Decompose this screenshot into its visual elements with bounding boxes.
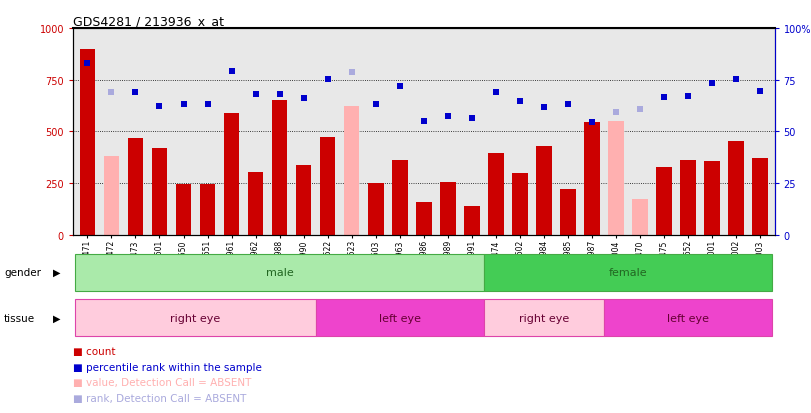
Bar bbox=[440, 183, 456, 235]
Point bbox=[466, 116, 478, 122]
Point bbox=[586, 120, 599, 126]
Bar bbox=[127, 138, 144, 235]
Bar bbox=[224, 114, 239, 235]
Bar bbox=[536, 147, 551, 235]
Point bbox=[753, 89, 766, 95]
Bar bbox=[75, 254, 484, 291]
Bar bbox=[632, 199, 648, 235]
Bar bbox=[584, 123, 599, 235]
Bar bbox=[416, 202, 431, 235]
Bar bbox=[604, 299, 772, 337]
Point bbox=[81, 61, 94, 67]
Bar bbox=[512, 173, 528, 235]
Point bbox=[730, 76, 743, 83]
Bar bbox=[464, 206, 479, 235]
Point bbox=[681, 94, 694, 100]
Point bbox=[105, 90, 118, 96]
Bar bbox=[79, 50, 95, 235]
Bar bbox=[484, 254, 772, 291]
Point bbox=[441, 113, 454, 120]
Bar bbox=[753, 159, 768, 235]
Bar bbox=[272, 101, 287, 235]
Point bbox=[201, 101, 214, 108]
Point bbox=[369, 101, 382, 108]
Bar bbox=[104, 157, 119, 235]
Text: right eye: right eye bbox=[519, 313, 569, 323]
Text: ■ value, Detection Call = ABSENT: ■ value, Detection Call = ABSENT bbox=[73, 377, 251, 387]
Bar bbox=[656, 167, 672, 235]
Point bbox=[225, 69, 238, 76]
Bar bbox=[200, 185, 216, 235]
Point bbox=[706, 80, 719, 87]
Text: right eye: right eye bbox=[170, 313, 221, 323]
Text: tissue: tissue bbox=[4, 313, 35, 323]
Point bbox=[489, 90, 502, 96]
Point bbox=[393, 83, 406, 90]
Text: ▶: ▶ bbox=[53, 268, 60, 278]
Bar bbox=[75, 299, 315, 337]
Text: female: female bbox=[608, 268, 647, 278]
Bar bbox=[608, 122, 624, 235]
Bar bbox=[488, 154, 504, 235]
Bar bbox=[392, 161, 408, 235]
Bar bbox=[344, 106, 359, 235]
Bar bbox=[296, 165, 311, 235]
Point bbox=[633, 106, 646, 113]
Point bbox=[561, 101, 574, 108]
Bar bbox=[315, 299, 484, 337]
Bar bbox=[728, 142, 744, 235]
Point bbox=[249, 92, 262, 98]
Text: left eye: left eye bbox=[379, 313, 421, 323]
Text: male: male bbox=[266, 268, 294, 278]
Text: ■ percentile rank within the sample: ■ percentile rank within the sample bbox=[73, 362, 262, 372]
Point bbox=[417, 119, 430, 125]
Point bbox=[129, 90, 142, 96]
Bar bbox=[152, 149, 167, 235]
Point bbox=[658, 95, 671, 102]
Bar bbox=[560, 190, 576, 235]
Point bbox=[153, 103, 166, 109]
Bar bbox=[248, 173, 264, 235]
Bar bbox=[704, 162, 720, 235]
Point bbox=[297, 96, 310, 102]
Bar bbox=[368, 184, 384, 235]
Bar bbox=[320, 137, 336, 235]
Text: ■ count: ■ count bbox=[73, 346, 115, 356]
Point bbox=[177, 101, 190, 108]
Text: ■ rank, Detection Call = ABSENT: ■ rank, Detection Call = ABSENT bbox=[73, 393, 247, 403]
Bar bbox=[176, 185, 191, 235]
Text: GDS4281 / 213936_x_at: GDS4281 / 213936_x_at bbox=[73, 15, 224, 28]
Point bbox=[513, 99, 526, 105]
Text: gender: gender bbox=[4, 268, 41, 278]
Text: left eye: left eye bbox=[667, 313, 709, 323]
Bar bbox=[484, 299, 604, 337]
Bar bbox=[680, 161, 696, 235]
Text: ▶: ▶ bbox=[53, 313, 60, 323]
Point bbox=[538, 104, 551, 111]
Point bbox=[321, 76, 334, 83]
Point bbox=[345, 70, 358, 77]
Point bbox=[609, 109, 622, 116]
Point bbox=[273, 92, 286, 98]
